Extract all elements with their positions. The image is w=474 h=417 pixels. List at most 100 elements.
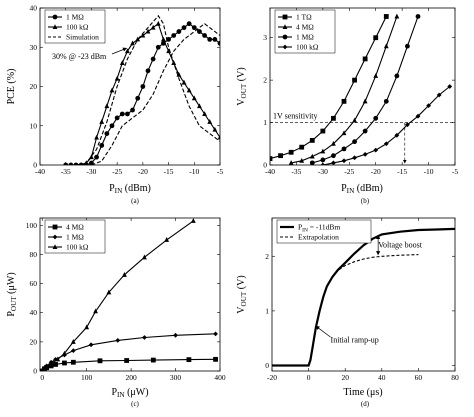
- data-point: [373, 115, 379, 121]
- data-point: [436, 92, 442, 98]
- legend-label: 1 MΩ: [66, 233, 84, 242]
- data-point: [176, 71, 182, 77]
- data-point: [114, 115, 120, 121]
- legend-marker: [52, 244, 58, 249]
- data-point: [426, 103, 431, 108]
- x-axis-label: PIN (dBm): [341, 183, 383, 195]
- plot-area: [40, 218, 218, 371]
- data-point: [320, 148, 326, 154]
- x-tick-label: 0: [307, 373, 311, 382]
- x-tick-label: -35: [291, 167, 301, 176]
- data-point: [213, 356, 218, 362]
- data-point: [373, 73, 379, 78]
- y-tick-label: 3: [263, 33, 267, 42]
- data-point: [181, 79, 187, 85]
- data-point: [341, 130, 347, 136]
- data-point: [109, 123, 115, 129]
- data-point: [145, 68, 151, 74]
- y-tick-label: 2: [263, 76, 267, 85]
- x-axis-label: Time (μs): [343, 387, 382, 398]
- x-tick-label: -15: [164, 167, 174, 176]
- data-point: [62, 350, 67, 356]
- data-point: [125, 111, 130, 117]
- y-axis-label: VOUT (V): [236, 67, 248, 105]
- x-axis-label: PIN (dBm): [109, 183, 151, 195]
- data-point: [212, 37, 218, 42]
- data-point: [415, 14, 421, 19]
- data-point: [362, 56, 368, 62]
- legend-label: 4 MΩ: [66, 223, 84, 232]
- annotation-text: Initial ramp-up: [331, 336, 379, 345]
- x-tick-label: -10: [424, 167, 434, 176]
- x-tick-label: 100: [81, 373, 93, 382]
- legend-label: 100 kΩ: [66, 243, 89, 252]
- panel-label: (a): [131, 197, 139, 205]
- y-axis-label: VOUT (V): [236, 275, 248, 313]
- data-point: [70, 348, 76, 353]
- data-point: [150, 357, 156, 363]
- data-point: [135, 95, 141, 101]
- data-point: [202, 33, 207, 38]
- y-tick-label: 0: [263, 161, 267, 170]
- panel-label: (c): [131, 400, 139, 408]
- data-point: [362, 98, 368, 104]
- y-axis-label: POUT (μW): [6, 272, 18, 316]
- legend-label: Simulation: [66, 33, 99, 42]
- data-point: [161, 36, 166, 42]
- data-point: [341, 98, 347, 104]
- y-tick-label: 2: [265, 252, 269, 261]
- data-point: [212, 126, 218, 132]
- data-point: [150, 24, 156, 30]
- x-tick-label: 200: [125, 373, 137, 382]
- data-point: [207, 119, 213, 124]
- series-line: [41, 333, 216, 371]
- x-tick-label: -40: [35, 167, 45, 176]
- y-tick-label: 10: [30, 121, 38, 130]
- data-point: [341, 158, 347, 164]
- data-point: [44, 365, 50, 371]
- data-point: [202, 111, 207, 116]
- series-line: [272, 227, 455, 367]
- data-point: [383, 14, 389, 19]
- data-point: [217, 134, 220, 140]
- data-point: [270, 156, 273, 162]
- y-tick-label: 40: [30, 4, 38, 13]
- legend-label: 1 TΩ: [296, 13, 312, 22]
- data-point: [62, 360, 67, 366]
- data-point: [104, 131, 110, 137]
- data-point: [352, 117, 357, 123]
- legend-label: 100 kΩ: [296, 43, 319, 52]
- chart-vout-vs-time: -20 0 20 40 60 80 0 1 2 Time (μs) VOUT (V) (d) PIN =…: [236, 217, 459, 408]
- data-point: [373, 35, 379, 41]
- data-point: [124, 358, 130, 363]
- x-tick-label: 60: [415, 373, 423, 382]
- chart-pce-vs-pin: -40 -35 -30 -25 -20 -15 -10 -5 0 10 20 30 40 PIN (dBm…: [6, 4, 223, 206]
- data-point: [173, 332, 178, 338]
- data-point: [394, 132, 400, 138]
- data-point: [394, 13, 400, 19]
- y-tick-label: 40: [30, 308, 38, 317]
- axes-frame: [271, 217, 456, 372]
- data-point: [331, 115, 336, 121]
- legend-marker: [282, 24, 288, 29]
- x-tick-label: -35: [61, 167, 71, 176]
- data-point: [48, 360, 54, 366]
- series-line: [65, 23, 220, 165]
- x-axis-label: PIN (μW): [111, 387, 148, 399]
- data-point: [130, 107, 135, 113]
- legend-label: PIN = -11dBm: [298, 223, 340, 234]
- data-point: [69, 162, 73, 165]
- series-line: [331, 254, 419, 278]
- data-point: [155, 44, 161, 50]
- data-point: [405, 43, 410, 49]
- data-point: [48, 363, 54, 369]
- panel-label: (d): [361, 400, 370, 408]
- data-point: [309, 160, 315, 165]
- annotation-arrow: [111, 47, 128, 55]
- data-point: [94, 134, 99, 140]
- y-tick-label: 20: [30, 337, 38, 346]
- data-point: [197, 103, 202, 109]
- data-point: [278, 153, 283, 159]
- data-point: [115, 338, 121, 343]
